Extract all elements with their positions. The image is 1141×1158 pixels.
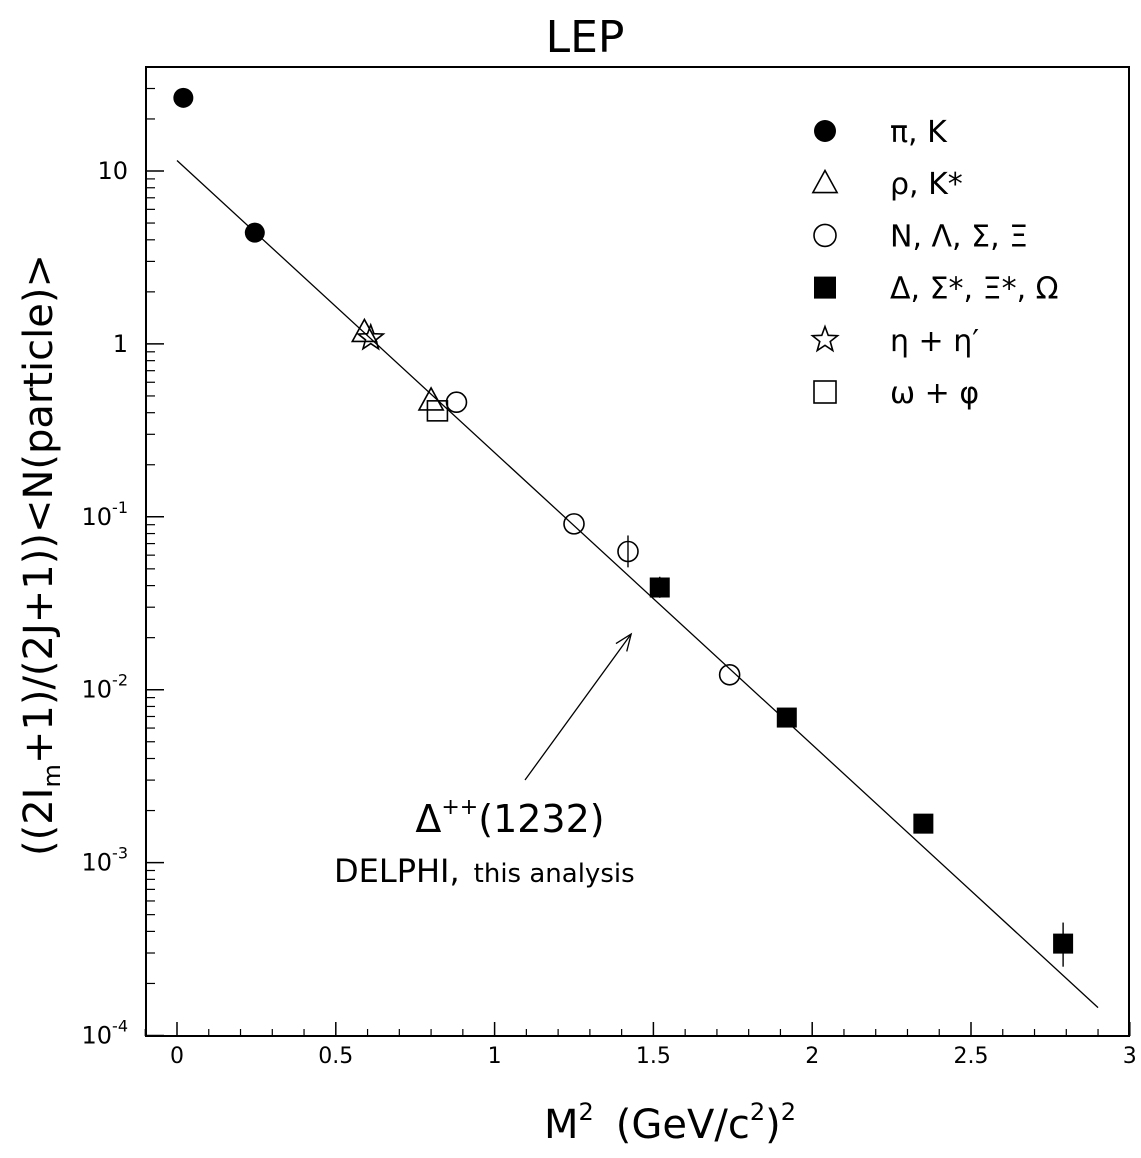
y-tick-label: 10-3	[82, 844, 129, 877]
y-tick-label: 1	[113, 330, 128, 358]
x-tick-label: 2.5	[954, 1044, 989, 1069]
filled-square-marker	[649, 577, 670, 598]
annotation-source: DELPHI, this analysis	[334, 852, 635, 890]
open-triangle-marker	[417, 386, 445, 411]
x-tick-label: 3	[1123, 1044, 1137, 1069]
filled-circle-marker	[244, 222, 265, 243]
open-triangle-marker	[811, 168, 839, 194]
y-axis: 10 1 10-1 10-2 10-3 10-4	[82, 87, 164, 1050]
open-circle-marker	[813, 223, 837, 248]
fit-line	[176, 160, 1099, 1009]
x-axis: 0 0.5 1 1.5 2 2.5 3	[144, 1022, 1137, 1069]
x-axis-label-sup: 2	[579, 1098, 594, 1126]
open-circle-marker	[718, 663, 741, 686]
x-axis-label-units-close: )	[765, 1102, 781, 1148]
x-tick-label: 1	[488, 1044, 502, 1069]
filled-circle-marker	[814, 120, 836, 142]
y-tick-label: 10-1	[82, 498, 129, 531]
annotation: Δ++(1232) DELPHI, this analysis	[334, 632, 635, 890]
filled-square-marker	[913, 813, 934, 834]
y-tick-label: 10-2	[82, 671, 129, 704]
annotation-arrowhead	[615, 632, 633, 652]
y-tick-label: 10-4	[82, 1017, 129, 1050]
open-square-marker	[813, 380, 837, 404]
x-axis-label-m: M	[544, 1102, 579, 1148]
x-tick-label: 0	[170, 1044, 184, 1069]
y-axis-label-rest: +1)/(2J+1))<N(particle)>	[16, 254, 62, 764]
annotation-delta: Δ	[415, 797, 441, 841]
open-circle-marker	[445, 391, 468, 414]
filled-square-marker	[814, 276, 836, 299]
legend-label: N, Λ, Σ, Ξ	[890, 219, 1028, 254]
x-axis-label: M2 (GeV/c2)2	[544, 1098, 796, 1148]
y-axis-label: ((2Im+1)/(2J+1))<N(particle)>	[16, 254, 66, 856]
plot-frame	[145, 66, 1130, 1037]
open-square-marker	[426, 400, 449, 422]
filled-square-marker	[776, 707, 797, 728]
x-tick-label: 1.5	[636, 1044, 671, 1069]
filled-square-marker	[1053, 933, 1074, 954]
filled-circle-marker	[173, 87, 194, 108]
legend-label: η + η′	[890, 324, 979, 359]
x-axis-label-units-close-sup: 2	[781, 1098, 796, 1126]
annotation-experiment: DELPHI,	[334, 852, 460, 890]
open-circle-marker	[617, 540, 639, 563]
annotation-note: this analysis	[474, 859, 635, 889]
open-star-marker	[355, 322, 386, 351]
x-tick-label: 0.5	[318, 1044, 353, 1069]
y-tick-label: 10	[97, 157, 128, 185]
data-points	[173, 87, 1074, 967]
x-tick-label: 2	[805, 1044, 819, 1069]
open-circle-marker	[563, 513, 585, 535]
legend: π, K ρ, K* N, Λ, Σ, Ξ Δ, Σ*, Ξ*, Ω η + η′ ω +…	[810, 115, 1059, 411]
annotation-particle: Δ++(1232)	[415, 795, 604, 841]
annotation-arrow	[524, 633, 632, 781]
legend-label: Δ, Σ*, Ξ*, Ω	[890, 272, 1059, 307]
open-star-marker	[810, 324, 840, 353]
annotation-mass: (1232)	[478, 797, 604, 841]
y-axis-label-sub: m	[38, 764, 66, 787]
y-axis-label-open: ((2I	[16, 788, 62, 856]
legend-label: ρ, K*	[890, 167, 963, 202]
legend-label: ω + φ	[890, 376, 979, 411]
x-axis-label-units: (GeV/c	[616, 1102, 750, 1148]
chart-title: LEP	[546, 12, 625, 63]
annotation-charge: ++	[441, 795, 478, 820]
legend-label: π, K	[890, 115, 948, 150]
x-axis-label-units-sup: 2	[750, 1098, 765, 1126]
